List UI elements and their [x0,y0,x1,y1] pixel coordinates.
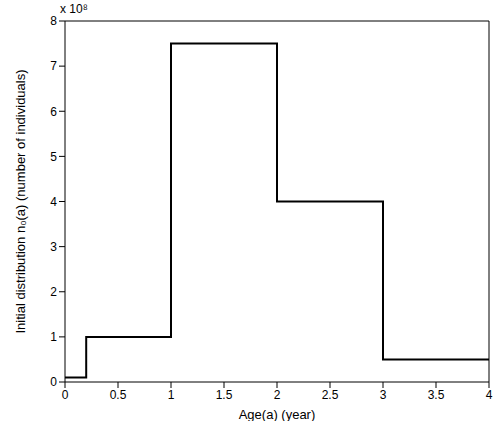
svg-text:2: 2 [50,285,57,299]
svg-text:4: 4 [486,388,492,402]
svg-text:Initial distribution n₀(a) (nu: Initial distribution n₀(a) (number of in… [13,69,28,333]
svg-text:1.5: 1.5 [216,388,233,402]
svg-text:2: 2 [274,388,281,402]
svg-text:Age(a) (year): Age(a) (year) [239,407,316,421]
svg-text:6: 6 [50,105,57,119]
svg-text:3: 3 [380,388,387,402]
svg-text:2.5: 2.5 [322,388,339,402]
svg-text:3: 3 [50,240,57,254]
svg-text:5: 5 [50,150,57,164]
svg-text:0.5: 0.5 [110,388,127,402]
html-text:x 10⁸: x 10⁸ [60,2,88,16]
svg-text:0: 0 [50,375,57,389]
svg-text:0: 0 [62,388,69,402]
svg-text:1: 1 [50,330,57,344]
svg-text:7: 7 [50,59,57,73]
svg-text:8: 8 [50,14,57,28]
svg-text:3.5: 3.5 [428,388,445,402]
svg-text:1: 1 [168,388,175,402]
svg-text:4: 4 [50,195,57,209]
